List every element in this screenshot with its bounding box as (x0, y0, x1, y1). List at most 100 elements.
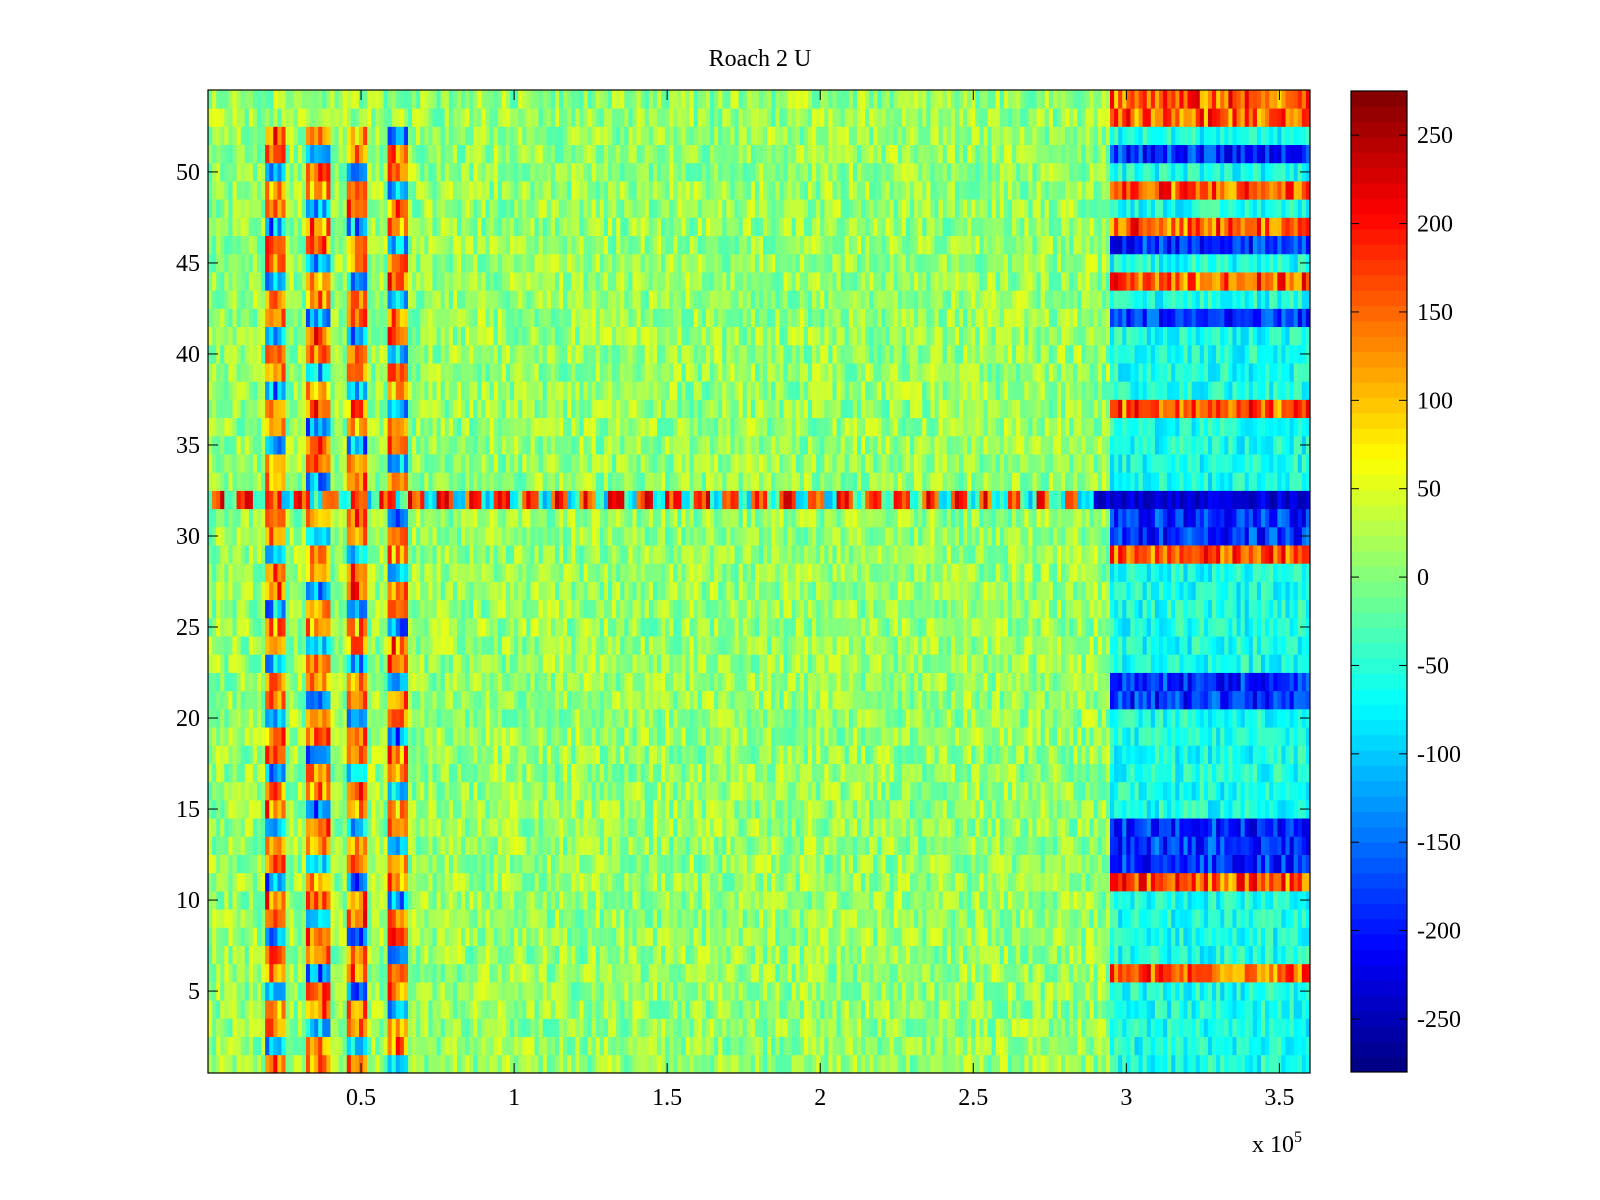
heatmap-cell (256, 890, 262, 910)
heatmap-cell (371, 799, 376, 819)
heatmap-cell (1191, 1018, 1197, 1037)
heatmap-cell (526, 909, 531, 928)
heatmap-cell (1126, 909, 1131, 928)
heatmap-cell (661, 745, 666, 764)
heatmap-cell (224, 981, 229, 1001)
heatmap-cell (461, 799, 466, 819)
heatmap-cell (767, 818, 772, 837)
heatmap-cell (354, 763, 360, 783)
heatmap-cell (583, 854, 588, 874)
heatmap-cell (718, 799, 723, 819)
heatmap-cell (730, 799, 735, 819)
heatmap-cell (995, 836, 1001, 855)
heatmap-cell (440, 909, 446, 928)
heatmap-cell (448, 781, 454, 801)
heatmap-cell (1097, 981, 1103, 1001)
heatmap-cell (1216, 854, 1221, 874)
heatmap-cell (636, 745, 642, 764)
heatmap-cell (1187, 1018, 1193, 1037)
heatmap-cell (571, 818, 576, 837)
heatmap-cell (1146, 890, 1152, 910)
heatmap-cell (252, 1036, 258, 1056)
heatmap-cell (256, 745, 262, 764)
heatmap-cell (559, 836, 564, 855)
heatmap-cell (265, 981, 270, 1001)
heatmap-cell (469, 1036, 474, 1056)
heatmap-cell (705, 781, 711, 801)
heatmap-cell (314, 945, 319, 965)
heatmap-cell (963, 836, 968, 855)
heatmap-cell (1089, 818, 1095, 837)
heatmap-cell (624, 763, 629, 783)
heatmap-cell (869, 854, 874, 874)
heatmap-cell (281, 963, 286, 983)
heatmap-cell (342, 872, 348, 892)
heatmap-cell (440, 836, 446, 855)
heatmap-cell (1285, 872, 1290, 892)
heatmap-cell (1024, 854, 1029, 874)
heatmap-cell (799, 927, 805, 946)
heatmap-cell (967, 872, 972, 892)
heatmap-cell (603, 945, 609, 965)
heatmap-cell (1212, 963, 1217, 983)
heatmap-cell (636, 854, 642, 874)
heatmap-cell (995, 745, 1001, 764)
heatmap-cell (477, 963, 482, 983)
heatmap-cell (995, 909, 1001, 928)
heatmap-cell (526, 1000, 531, 1019)
heatmap-cell (1154, 927, 1160, 946)
heatmap-cell (685, 909, 691, 928)
heatmap-cell (240, 945, 246, 965)
heatmap-cell (738, 763, 744, 783)
heatmap-cell (652, 799, 658, 819)
heatmap-cell (1007, 799, 1013, 819)
heatmap-cell (1220, 1018, 1225, 1037)
heatmap-cell (865, 909, 870, 928)
heatmap-cell (885, 818, 891, 837)
heatmap-cell (1236, 945, 1242, 965)
heatmap-cell (1203, 799, 1209, 819)
heatmap-cell (861, 981, 866, 1001)
heatmap-cell (669, 927, 674, 946)
heatmap-cell (710, 1018, 715, 1037)
heatmap-cell (277, 836, 282, 855)
heatmap-cell (1073, 1000, 1078, 1019)
heatmap-cell (354, 945, 360, 965)
heatmap-cell (1216, 1036, 1221, 1056)
heatmap-cell (807, 1036, 813, 1056)
heatmap-cell (387, 727, 393, 746)
heatmap-cell (244, 799, 250, 819)
heatmap-cell (567, 836, 572, 855)
heatmap-cell (905, 872, 911, 892)
heatmap-cell (1146, 799, 1152, 819)
heatmap-cell (448, 836, 454, 855)
heatmap-cell (228, 927, 233, 946)
heatmap-cell (1199, 781, 1205, 801)
heatmap-cell (836, 945, 842, 965)
heatmap-cell (399, 963, 405, 983)
heatmap-cell (289, 727, 295, 746)
heatmap-cell (554, 854, 560, 874)
heatmap-cell (1183, 818, 1188, 837)
heatmap-cell (248, 890, 254, 910)
heatmap-cell (844, 872, 850, 892)
heatmap-cell (1277, 909, 1282, 928)
heatmap-cell (946, 981, 952, 1001)
heatmap-cell (1269, 1036, 1274, 1056)
heatmap-cell (738, 909, 744, 928)
heatmap-cell (440, 818, 446, 837)
heatmap-cell (1126, 963, 1131, 983)
heatmap-cell (224, 927, 229, 946)
heatmap-cell (416, 836, 421, 855)
heatmap-cell (330, 1000, 335, 1019)
heatmap-cell (612, 981, 617, 1001)
heatmap-cell (575, 1036, 580, 1056)
heatmap-cell (648, 854, 654, 874)
heatmap-cell (599, 909, 605, 928)
heatmap-cell (1126, 872, 1131, 892)
heatmap-cell (256, 1000, 262, 1019)
heatmap-cell (787, 854, 793, 874)
heatmap-cell (844, 909, 850, 928)
heatmap-cell (661, 781, 666, 801)
heatmap-cell (730, 745, 735, 764)
